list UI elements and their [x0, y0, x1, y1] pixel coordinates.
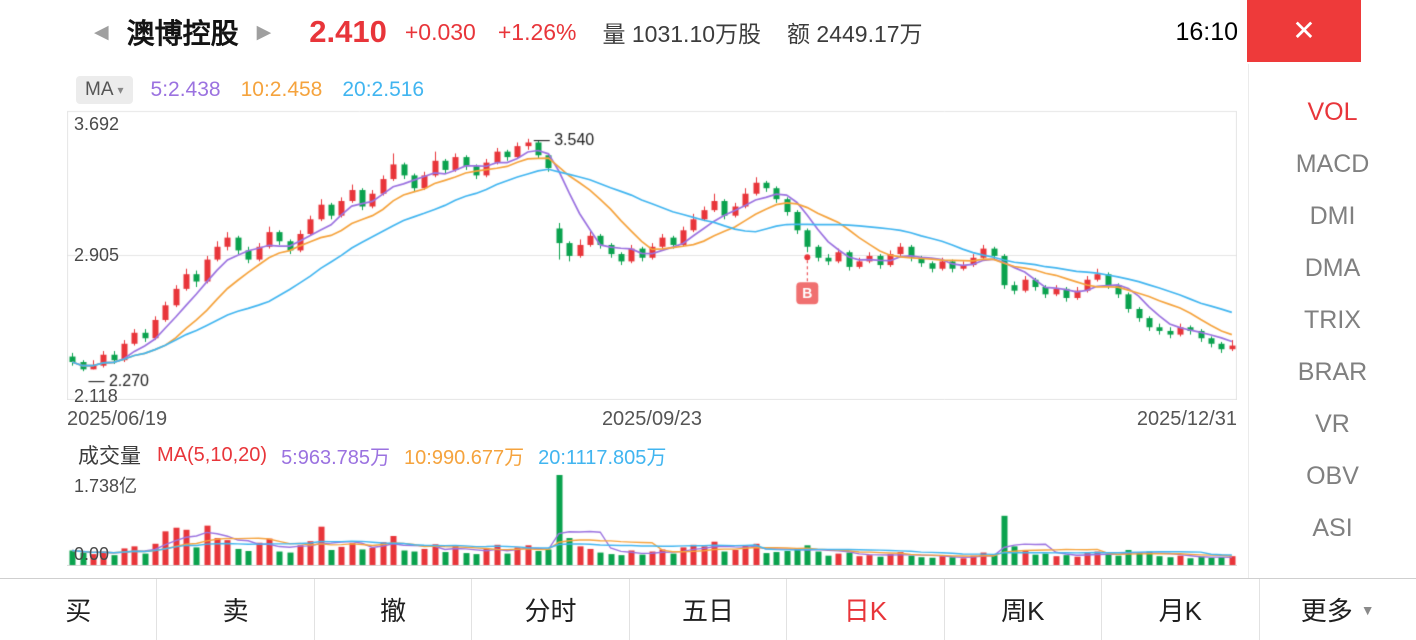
volume-ma-label: MA(5,10,20) [157, 443, 268, 466]
date-axis: 2025/06/19 2025/09/23 2025/12/31 [67, 408, 1237, 431]
close-button[interactable]: ✕ [1247, 0, 1361, 62]
prev-stock-icon[interactable]: ◀ [94, 21, 109, 43]
clock-time: 16:10 [1175, 18, 1238, 46]
main-area: MA ▾ 5:2.438 10:2.458 20:2.516 3.692 2.9… [0, 64, 1416, 578]
y-axis-label-high: 3.692 [74, 114, 120, 134]
tab-more[interactable]: 更多 ▼ [1258, 579, 1416, 640]
tab-monthly-k[interactable]: 月K [1101, 579, 1258, 640]
volume-canvas[interactable] [67, 470, 1237, 566]
close-icon: ✕ [1292, 15, 1316, 46]
tab-sell[interactable]: 卖 [156, 579, 313, 640]
ma-settings-chip[interactable]: MA ▾ [76, 76, 133, 104]
tab-weekly-k[interactable]: 周K [943, 579, 1101, 640]
indicator-macd[interactable]: MACD [1295, 149, 1370, 178]
ma-chip-label: MA [85, 79, 114, 100]
ma5-value: 5:2.438 [150, 78, 221, 101]
indicator-obv[interactable]: OBV [1306, 461, 1359, 490]
chart-panel: MA ▾ 5:2.438 10:2.458 20:2.516 3.692 2.9… [0, 64, 1248, 578]
indicator-brar[interactable]: BRAR [1297, 357, 1368, 386]
indicator-vol[interactable]: VOL [1307, 97, 1358, 126]
volume-ma5-value: 5:963.785万 [281, 446, 391, 469]
y-axis-label-mid: 2.905 [74, 245, 120, 265]
stock-name: 澳博控股 [126, 18, 239, 49]
ma-legend: MA ▾ 5:2.438 10:2.458 20:2.516 [76, 76, 424, 104]
indicator-sidebar: VOL MACD DMI DMA TRIX BRAR VR OBV ASI [1248, 64, 1416, 578]
tab-cancel[interactable]: 撤 [313, 579, 471, 640]
volume-axis-max: 1.738亿 [74, 476, 138, 496]
date-start: 2025/06/19 [67, 408, 168, 430]
ma20-value: 20:2.516 [342, 78, 425, 101]
tab-5day[interactable]: 五日 [628, 579, 786, 640]
tab-daily-k[interactable]: 日K [786, 579, 943, 640]
indicator-asi[interactable]: ASI [1312, 513, 1353, 542]
y-axis-label-low: 2.118 [74, 386, 118, 406]
indicator-dma[interactable]: DMA [1304, 253, 1361, 282]
volume-axis-min: 0.00 [74, 544, 110, 564]
next-stock-icon[interactable]: ▶ [256, 21, 272, 43]
volume-title: 成交量 [78, 445, 141, 468]
top-bar: ◀ 澳博控股 ▶ 2.410 +0.030 +1.26% 量 1031.10万股… [0, 0, 1416, 64]
indicator-trix[interactable]: TRIX [1304, 305, 1361, 334]
tab-intraday[interactable]: 分时 [471, 579, 628, 640]
price-change-percent: +1.26% [497, 18, 577, 45]
ma10-value: 10:2.458 [240, 78, 323, 101]
date-mid: 2025/09/23 [601, 408, 703, 430]
turnover-amount: 额 2449.17万 [787, 21, 923, 47]
chevron-down-icon: ▾ [117, 83, 124, 97]
price-change: +0.030 [404, 18, 476, 45]
volume-ma20-value: 20:1117.805万 [538, 446, 667, 469]
volume-legend: 成交量 MA(5,10,20) 5:963.785万 10:990.677万 2… [78, 440, 666, 470]
indicator-dmi[interactable]: DMI [1309, 201, 1356, 230]
volume-shares: 量 1031.10万股 [602, 21, 762, 47]
volume-ma10-value: 10:990.677万 [404, 446, 525, 469]
chevron-down-icon: ▼ [1360, 601, 1375, 618]
last-price: 2.410 [309, 14, 387, 49]
tab-more-label: 更多 [1300, 596, 1353, 626]
tab-buy[interactable]: 买 [65, 596, 92, 626]
bottom-tab-bar: 买 卖 撤 分时 五日 日K 周K 月K 更多 ▼ [0, 578, 1416, 640]
price-canvas[interactable] [67, 110, 1237, 400]
date-end: 2025/12/31 [1136, 408, 1237, 430]
indicator-vr[interactable]: VR [1315, 409, 1350, 438]
